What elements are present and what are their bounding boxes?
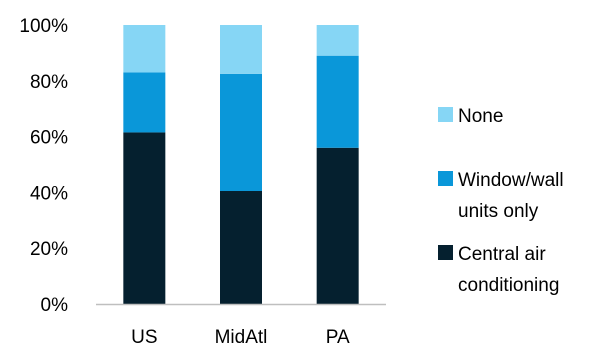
legend-entry: Window/wall units only <box>438 170 564 222</box>
x-axis-tick-labels: US MidAtl PA <box>131 327 350 348</box>
bar-segment <box>316 147 359 304</box>
legend: None Window/wall units only Central air cond… <box>438 106 564 296</box>
legend-label: conditioning <box>458 275 559 296</box>
y-tick-label: 60% <box>30 128 68 149</box>
y-axis-tick-labels: 0% 20% 40% 60% 80% 100% <box>19 16 68 316</box>
bar-segment <box>123 132 166 304</box>
legend-swatch <box>438 107 453 122</box>
y-tick-label: 20% <box>30 239 68 260</box>
legend-label: Central air <box>458 244 546 265</box>
bar-segment <box>220 191 262 304</box>
y-tick-label: 80% <box>30 72 68 93</box>
y-tick-label: 100% <box>19 16 68 37</box>
y-tick-label: 0% <box>41 295 69 316</box>
bar-segment <box>316 25 359 56</box>
legend-entry: None <box>438 106 503 127</box>
bar-segment <box>123 72 166 133</box>
x-tick-label: PA <box>326 327 350 348</box>
legend-label: None <box>458 106 503 127</box>
legend-label: units only <box>458 201 539 222</box>
legend-entry: Central air conditioning <box>438 244 559 296</box>
bars <box>123 25 359 304</box>
legend-swatch <box>438 245 453 260</box>
x-tick-label: MidAtl <box>215 327 268 348</box>
y-tick-label: 40% <box>30 183 68 204</box>
bar-segment <box>220 25 262 74</box>
legend-label: Window/wall <box>458 170 564 191</box>
bar-segment <box>220 73 262 192</box>
bar-segment <box>123 25 166 73</box>
x-tick-label: US <box>131 327 157 348</box>
legend-swatch <box>438 171 453 186</box>
bar-segment <box>316 55 359 148</box>
